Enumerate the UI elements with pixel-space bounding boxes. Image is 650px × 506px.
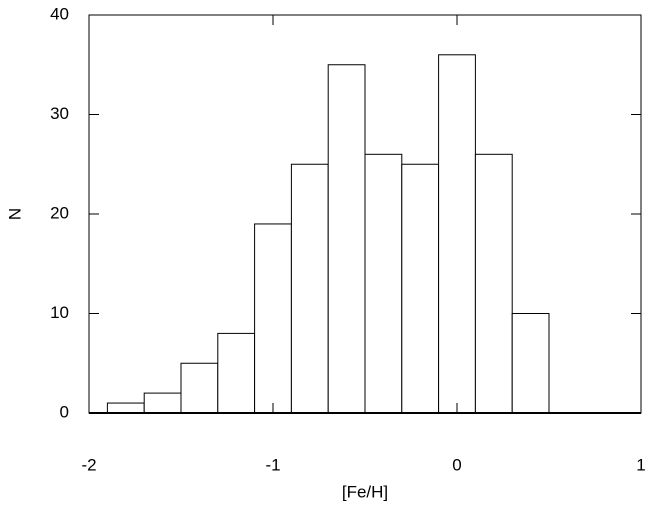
y-tick-label: 20 — [50, 203, 69, 222]
bar — [511, 313, 550, 414]
x-tick-label: -2 — [81, 455, 96, 474]
bar — [327, 64, 366, 414]
bar — [180, 362, 219, 414]
x-tick-label: 1 — [636, 455, 645, 474]
y-tick-label: 30 — [50, 104, 69, 123]
bar — [474, 153, 513, 414]
bar — [254, 223, 292, 414]
bar — [438, 54, 476, 414]
bar — [401, 163, 440, 414]
bar — [106, 402, 145, 414]
bar — [290, 163, 329, 414]
bar — [364, 153, 403, 414]
y-tick-label: 10 — [50, 303, 69, 322]
x-axis-label: [Fe/H] — [342, 482, 388, 501]
y-tick-label: 0 — [60, 402, 69, 421]
bar — [143, 392, 182, 414]
y-axis-label: N — [5, 208, 24, 220]
y-tick-label: 40 — [50, 4, 69, 23]
x-tick-label: 0 — [452, 455, 461, 474]
x-tick-label: -1 — [265, 455, 280, 474]
bar — [217, 332, 256, 414]
